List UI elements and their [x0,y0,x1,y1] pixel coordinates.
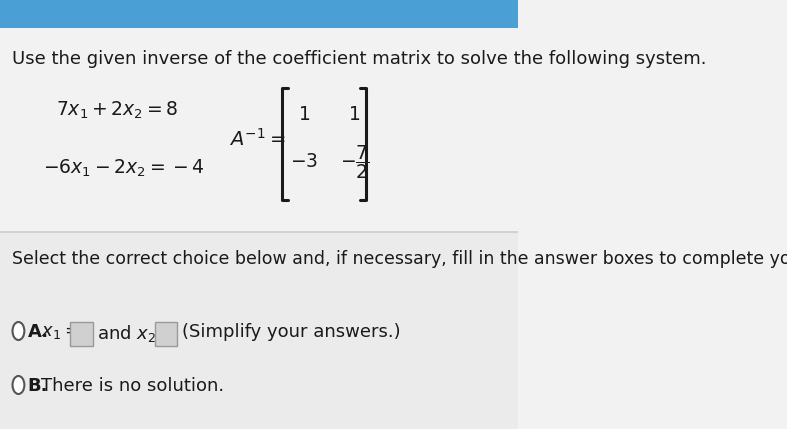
Text: Use the given inverse of the coefficient matrix to solve the following system.: Use the given inverse of the coefficient… [12,50,707,68]
Text: $7x_1 + 2x_2 = 8$: $7x_1 + 2x_2 = 8$ [56,100,179,121]
Text: A.: A. [28,323,49,341]
Text: (Simplify your answers.): (Simplify your answers.) [182,323,401,341]
FancyBboxPatch shape [0,28,519,429]
Text: $1$: $1$ [298,105,310,124]
Text: There is no solution.: There is no solution. [41,377,224,395]
Circle shape [13,322,24,340]
Text: $A^{-1} =$: $A^{-1} =$ [229,128,286,150]
FancyBboxPatch shape [0,0,519,28]
Text: $-\dfrac{7}{2}$: $-\dfrac{7}{2}$ [340,143,370,181]
Circle shape [13,376,24,394]
Text: Select the correct choice below and, if necessary, fill in the answer boxes to c: Select the correct choice below and, if … [12,250,787,268]
FancyBboxPatch shape [71,322,93,346]
Text: $-6x_1 - 2x_2 = -4$: $-6x_1 - 2x_2 = -4$ [42,158,205,179]
Text: B.: B. [28,377,48,395]
FancyBboxPatch shape [0,232,519,429]
FancyBboxPatch shape [155,322,177,346]
Text: $1$: $1$ [348,105,360,124]
Text: $x_1 =$: $x_1 =$ [41,323,79,341]
Text: and $x_2 =$: and $x_2 =$ [98,323,175,344]
Text: $-3$: $-3$ [290,152,318,171]
